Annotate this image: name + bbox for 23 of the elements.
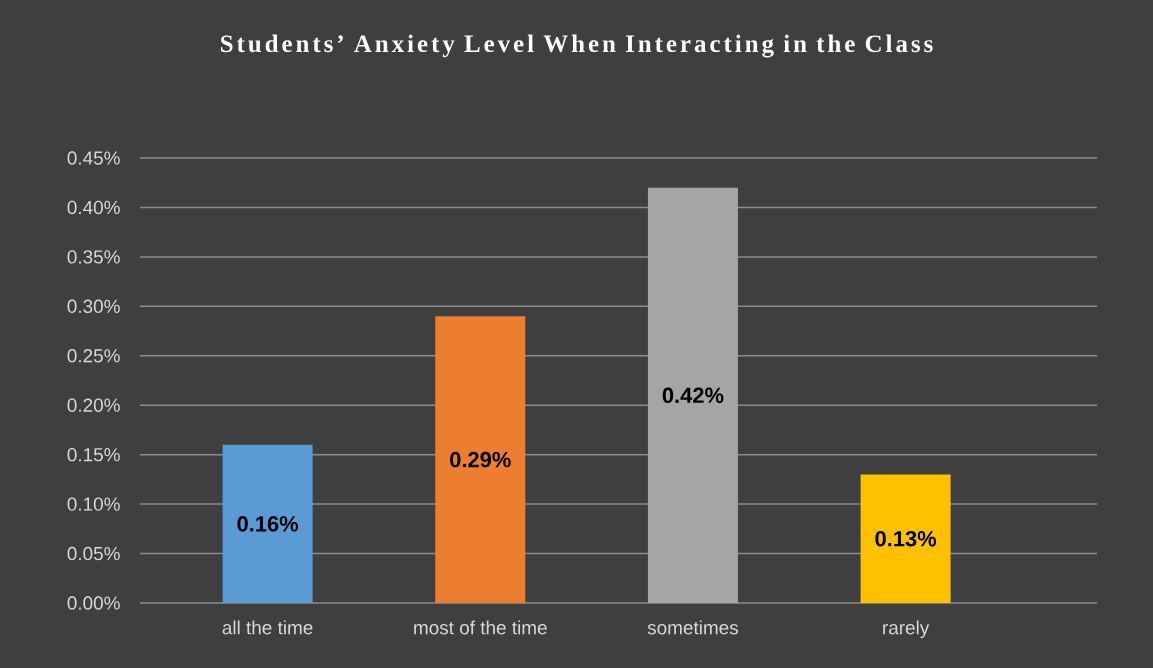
- y-tick-label: 0.05%: [67, 546, 120, 561]
- chart-title: Students’ Anxiety Level When Interacting in the Class: [221, 34, 933, 58]
- y-tick-label: 0.15%: [67, 447, 120, 462]
- bar: [222, 444, 313, 603]
- y-tick-label: 0.25%: [67, 349, 120, 363]
- y-tick-label: 0.30%: [67, 299, 120, 314]
- bar: [647, 187, 738, 603]
- y-tick-label: 0.45%: [67, 151, 120, 165]
- y-tick-label: 0.20%: [67, 398, 120, 412]
- data-label: 0.29%: [450, 451, 511, 468]
- bar: [860, 474, 951, 603]
- x-tick-label: most of the time: [414, 620, 547, 635]
- x-tick-label: all the time: [222, 620, 313, 635]
- x-tick-label: rarely: [883, 620, 930, 639]
- data-label: 0.16%: [237, 516, 299, 532]
- bar: [435, 316, 526, 603]
- y-tick-label: 0.10%: [67, 497, 120, 511]
- y-tick-label: 0.35%: [67, 250, 120, 264]
- x-tick-label: sometimes: [647, 620, 738, 635]
- data-label: 0.13%: [875, 530, 937, 547]
- y-tick-label: 0.40%: [67, 200, 120, 215]
- y-tick-label: 0.00%: [67, 596, 120, 610]
- data-label: 0.42%: [662, 387, 724, 404]
